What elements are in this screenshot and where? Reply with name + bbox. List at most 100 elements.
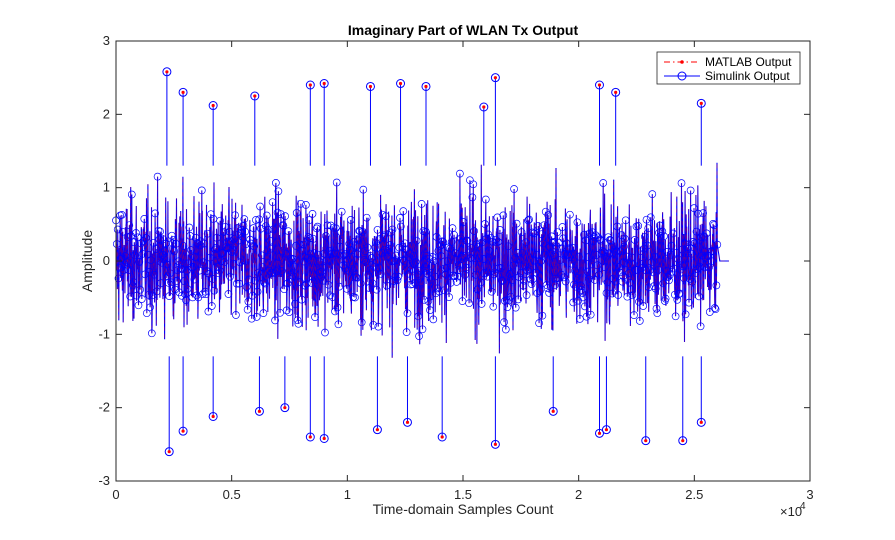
series-marker-simulink — [644, 224, 653, 233]
signal-layer — [112, 162, 729, 358]
x-exponent-power: 4 — [800, 501, 806, 512]
series-marker-simulink — [136, 285, 145, 294]
series-marker-simulink — [416, 278, 425, 287]
series-marker-simulink — [245, 275, 254, 284]
series-marker-simulink — [578, 289, 587, 297]
series-marker-simulink — [508, 276, 517, 285]
series-marker-simulink — [336, 242, 344, 251]
series-marker-simulink — [610, 245, 619, 254]
peak-marker-matlab — [699, 101, 703, 105]
series-marker-simulink — [583, 267, 592, 276]
series-marker-simulink — [297, 295, 306, 304]
series-marker-simulink — [581, 236, 590, 245]
series-marker-simulink — [249, 224, 258, 232]
series-marker-simulink — [677, 179, 686, 187]
peak-marker-simulink — [254, 406, 264, 416]
series-marker-simulink — [202, 290, 210, 298]
series-marker-simulink — [276, 308, 284, 317]
series-marker-simulink — [327, 250, 336, 258]
series-marker-simulink — [270, 269, 279, 278]
series-marker-simulink — [322, 256, 331, 265]
series-marker-simulink — [431, 272, 439, 281]
series-marker-simulink — [207, 302, 216, 310]
series-marker-simulink — [425, 254, 433, 263]
series-marker-simulink — [294, 319, 303, 328]
series-marker-simulink — [331, 307, 339, 316]
peak-marker-simulink — [641, 436, 651, 446]
peak-marker-matlab — [308, 83, 312, 87]
series-marker-simulink — [691, 269, 700, 277]
peak-marker-matlab — [405, 420, 410, 424]
series-marker-simulink — [699, 209, 707, 217]
series-marker-simulink — [306, 234, 314, 243]
series-marker-simulink — [386, 241, 394, 249]
series-marker-simulink — [309, 234, 318, 243]
series-marker-simulink — [671, 312, 680, 321]
series-marker-simulink — [654, 266, 663, 274]
series-marker-simulink — [148, 291, 157, 300]
series-marker-simulink — [674, 255, 682, 264]
series-marker-simulink — [505, 296, 513, 305]
series-marker-simulink — [152, 245, 160, 253]
series-marker-simulink — [694, 209, 702, 218]
series-marker-simulink — [232, 311, 240, 319]
y-tick-label: -2 — [98, 400, 110, 415]
series-marker-simulink — [561, 249, 569, 258]
series-marker-simulink — [343, 255, 352, 264]
peak-marker-simulink — [594, 80, 604, 90]
series-marker-simulink — [501, 325, 510, 334]
series-marker-simulink — [329, 223, 338, 232]
series-marker-simulink — [558, 223, 567, 231]
peak-marker-matlab — [257, 409, 262, 413]
series-marker-simulink — [293, 316, 302, 325]
series-marker-simulink — [666, 250, 675, 259]
peak-marker-matlab — [614, 90, 618, 94]
series-marker-simulink — [302, 201, 310, 209]
series-marker-simulink — [366, 251, 374, 260]
series-marker-simulink — [556, 244, 565, 253]
series-marker-simulink — [132, 229, 140, 237]
peak-marker-matlab — [181, 90, 185, 94]
series-marker-simulink — [706, 247, 715, 256]
series-marker-simulink — [452, 278, 461, 286]
series-marker-simulink — [564, 250, 573, 259]
series-marker-simulink — [277, 267, 286, 275]
series-marker-simulink — [232, 279, 241, 288]
series-marker-simulink — [156, 227, 164, 236]
series-marker-simulink — [443, 257, 452, 265]
series-marker-simulink — [622, 252, 631, 261]
series-marker-simulink — [569, 298, 578, 307]
series-marker-simulink — [253, 287, 262, 296]
peak-marker-simulink — [250, 91, 260, 101]
series-marker-simulink — [582, 312, 591, 321]
series-marker-simulink — [647, 258, 656, 267]
series-marker-simulink — [382, 281, 391, 290]
series-marker-simulink — [516, 255, 524, 264]
series-marker-simulink — [541, 250, 549, 259]
series-marker-simulink — [304, 233, 313, 241]
series-marker-simulink — [696, 322, 705, 331]
peak-marker-simulink — [372, 425, 382, 435]
y-tick-label: 3 — [103, 33, 110, 48]
series-marker-simulink — [580, 230, 588, 239]
series-marker-simulink — [685, 298, 693, 307]
series-marker-simulink — [459, 218, 468, 226]
series-marker-simulink — [579, 293, 588, 302]
series-marker-simulink — [248, 291, 257, 300]
series-marker-simulink — [405, 253, 413, 262]
series-marker-simulink — [168, 239, 177, 248]
series-marker-simulink — [412, 236, 421, 245]
peak-marker-matlab — [211, 414, 215, 419]
series-marker-simulink — [634, 222, 643, 230]
series-marker-simulink — [241, 227, 249, 236]
series-marker-simulink — [262, 211, 271, 220]
series-marker-simulink — [379, 233, 388, 241]
series-marker-simulink — [288, 254, 297, 263]
peak-marker-simulink — [280, 403, 290, 413]
series-marker-simulink — [687, 249, 696, 258]
series-marker-simulink — [117, 211, 126, 219]
y-tick-label: 0 — [103, 253, 110, 268]
peak-marker-simulink — [164, 447, 174, 457]
series-marker-simulink — [503, 303, 512, 312]
series-marker-simulink — [499, 211, 508, 220]
